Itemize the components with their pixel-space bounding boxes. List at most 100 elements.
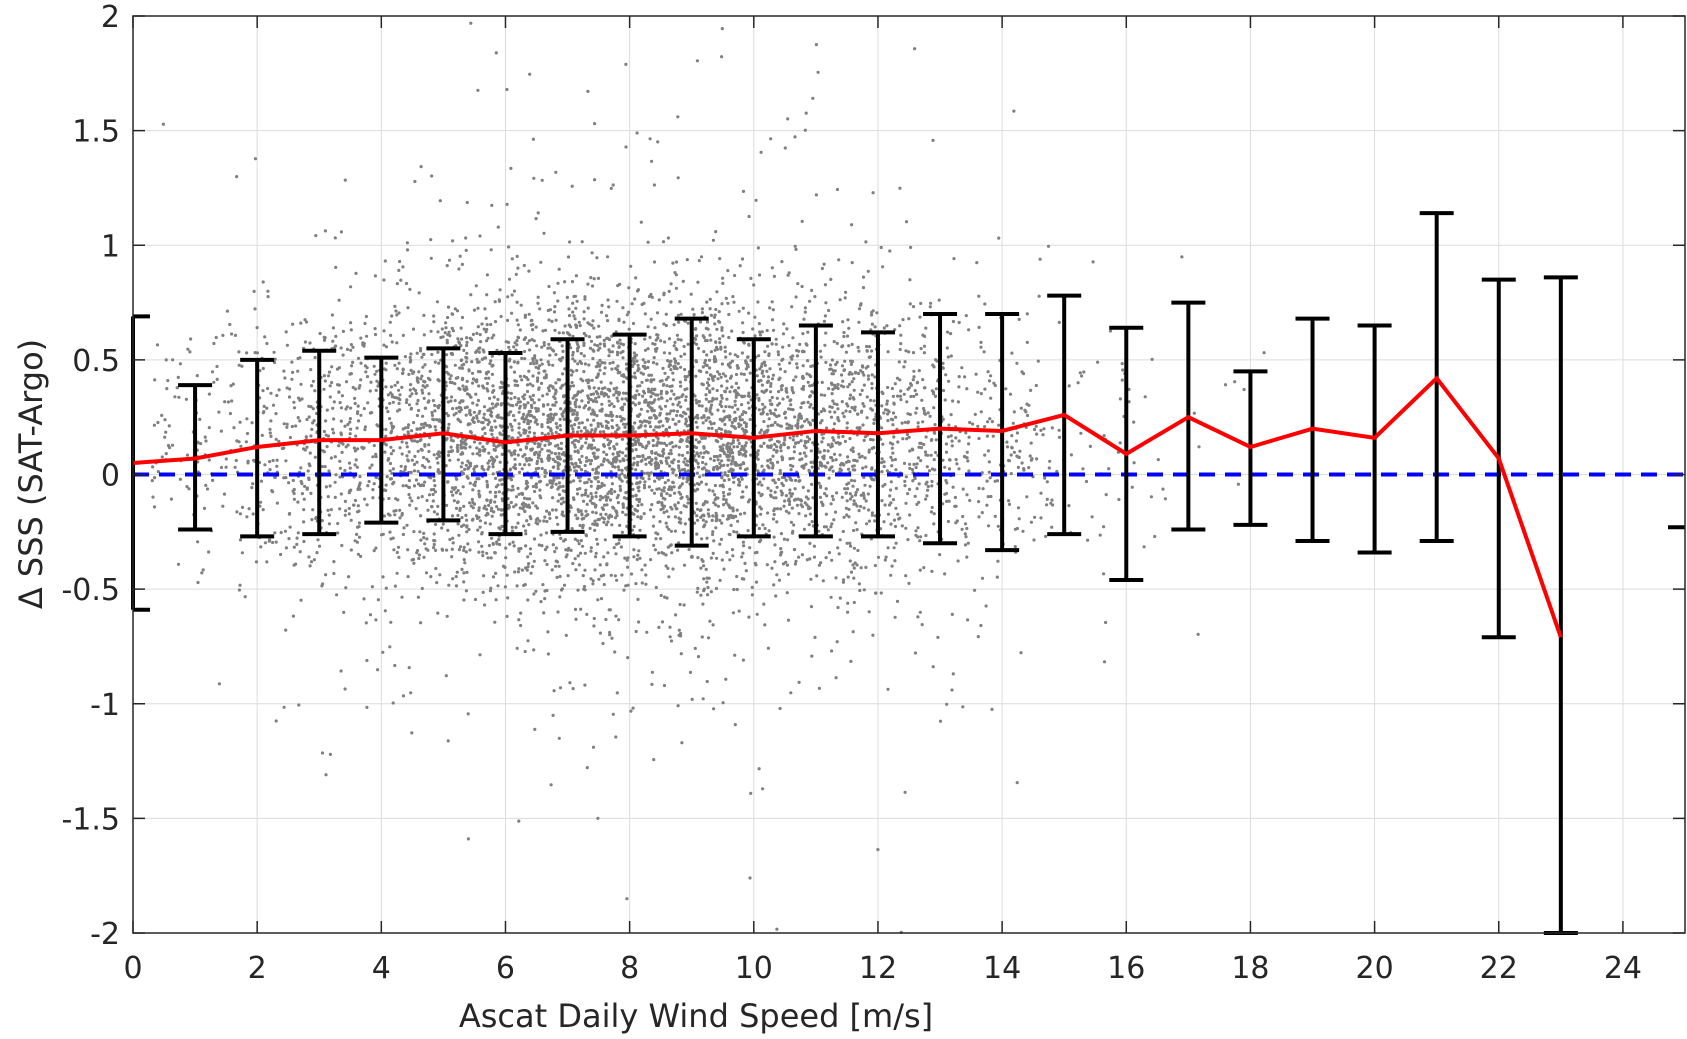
scatter-point bbox=[570, 184, 574, 188]
scatter-point bbox=[429, 329, 433, 333]
scatter-point bbox=[273, 357, 277, 361]
scatter-point bbox=[825, 426, 829, 430]
scatter-point bbox=[614, 389, 618, 393]
scatter-point bbox=[1118, 441, 1122, 445]
scatter-point bbox=[772, 583, 776, 587]
scatter-point bbox=[401, 333, 405, 337]
scatter-point bbox=[703, 358, 708, 363]
scatter-point bbox=[524, 566, 528, 570]
scatter-point bbox=[783, 146, 787, 150]
scatter-point bbox=[731, 611, 736, 615]
scatter-point bbox=[806, 489, 811, 493]
scatter-point bbox=[582, 317, 586, 321]
scatter-point bbox=[827, 387, 831, 391]
scatter-point bbox=[687, 547, 691, 552]
scatter-point bbox=[389, 385, 394, 389]
scatter-point bbox=[495, 436, 499, 440]
scatter-point bbox=[553, 550, 557, 554]
scatter-point bbox=[695, 59, 700, 63]
scatter-point bbox=[963, 522, 968, 526]
scatter-point bbox=[525, 341, 530, 345]
scatter-point bbox=[359, 361, 363, 365]
scatter-point bbox=[639, 407, 644, 411]
scatter-point bbox=[898, 394, 903, 398]
scatter-point bbox=[718, 484, 722, 488]
scatter-point bbox=[405, 445, 409, 449]
scatter-point bbox=[788, 491, 792, 495]
scatter-point bbox=[650, 159, 654, 163]
scatter-point bbox=[469, 21, 473, 25]
scatter-point bbox=[671, 481, 675, 485]
scatter-point bbox=[482, 574, 486, 578]
scatter-point bbox=[892, 518, 897, 522]
scatter-point bbox=[661, 454, 665, 458]
scatter-point bbox=[811, 96, 815, 100]
scatter-point bbox=[733, 410, 737, 414]
scatter-point bbox=[523, 649, 527, 654]
scatter-point bbox=[804, 495, 809, 499]
scatter-point bbox=[858, 392, 862, 397]
scatter-point bbox=[268, 431, 272, 435]
scatter-point bbox=[1010, 351, 1014, 355]
scatter-point bbox=[397, 388, 401, 392]
scatter-point bbox=[683, 422, 688, 426]
scatter-point bbox=[890, 564, 894, 568]
scatter-point bbox=[759, 512, 763, 516]
scatter-point bbox=[469, 461, 473, 465]
scatter-point bbox=[243, 595, 247, 599]
scatter-point bbox=[945, 346, 949, 350]
scatter-point bbox=[636, 369, 640, 373]
scatter-point bbox=[464, 248, 468, 252]
scatter-point bbox=[706, 585, 710, 590]
scatter-point bbox=[282, 476, 286, 480]
scatter-point bbox=[747, 214, 751, 219]
scatter-point bbox=[756, 246, 761, 250]
scatter-point bbox=[589, 398, 593, 402]
scatter-point bbox=[449, 490, 454, 494]
scatter-point bbox=[629, 264, 633, 268]
scatter-point bbox=[349, 406, 353, 410]
scatter-point bbox=[443, 331, 447, 335]
scatter-point bbox=[769, 384, 773, 388]
scatter-point bbox=[485, 551, 489, 555]
scatter-point bbox=[979, 345, 983, 349]
scatter-point bbox=[430, 413, 435, 417]
scatter-point bbox=[462, 348, 466, 352]
scatter-point bbox=[645, 471, 649, 475]
scatter-point bbox=[973, 412, 977, 416]
scatter-point bbox=[635, 557, 639, 562]
scatter-point bbox=[444, 438, 448, 442]
scatter-point bbox=[519, 303, 523, 307]
scatter-point bbox=[782, 504, 786, 508]
scatter-point bbox=[204, 439, 208, 443]
scatter-point bbox=[573, 445, 577, 449]
scatter-point bbox=[817, 481, 821, 485]
scatter-point bbox=[789, 403, 793, 407]
scatter-point bbox=[349, 328, 353, 332]
scatter-point bbox=[423, 480, 427, 484]
scatter-point bbox=[362, 344, 366, 348]
scatter-point bbox=[723, 429, 727, 433]
scatter-point bbox=[870, 373, 874, 377]
scatter-point bbox=[761, 407, 765, 411]
scatter-point bbox=[468, 430, 473, 434]
scatter-point bbox=[849, 659, 853, 664]
scatter-point bbox=[385, 406, 389, 410]
scatter-point bbox=[672, 485, 676, 489]
scatter-point bbox=[643, 312, 647, 316]
scatter-point bbox=[513, 395, 517, 400]
scatter-point bbox=[808, 423, 813, 427]
scatter-point bbox=[773, 560, 777, 564]
scatter-point bbox=[571, 310, 575, 314]
scatter-point bbox=[869, 476, 874, 480]
scatter-point bbox=[460, 315, 465, 320]
scatter-point bbox=[421, 414, 425, 418]
scatter-point bbox=[932, 392, 936, 396]
scatter-point bbox=[615, 299, 619, 303]
scatter-point bbox=[465, 570, 469, 575]
scatter-point bbox=[623, 425, 627, 429]
scatter-point bbox=[274, 412, 278, 416]
scatter-point bbox=[470, 360, 474, 364]
scatter-point bbox=[771, 308, 775, 312]
scatter-point bbox=[659, 508, 663, 512]
